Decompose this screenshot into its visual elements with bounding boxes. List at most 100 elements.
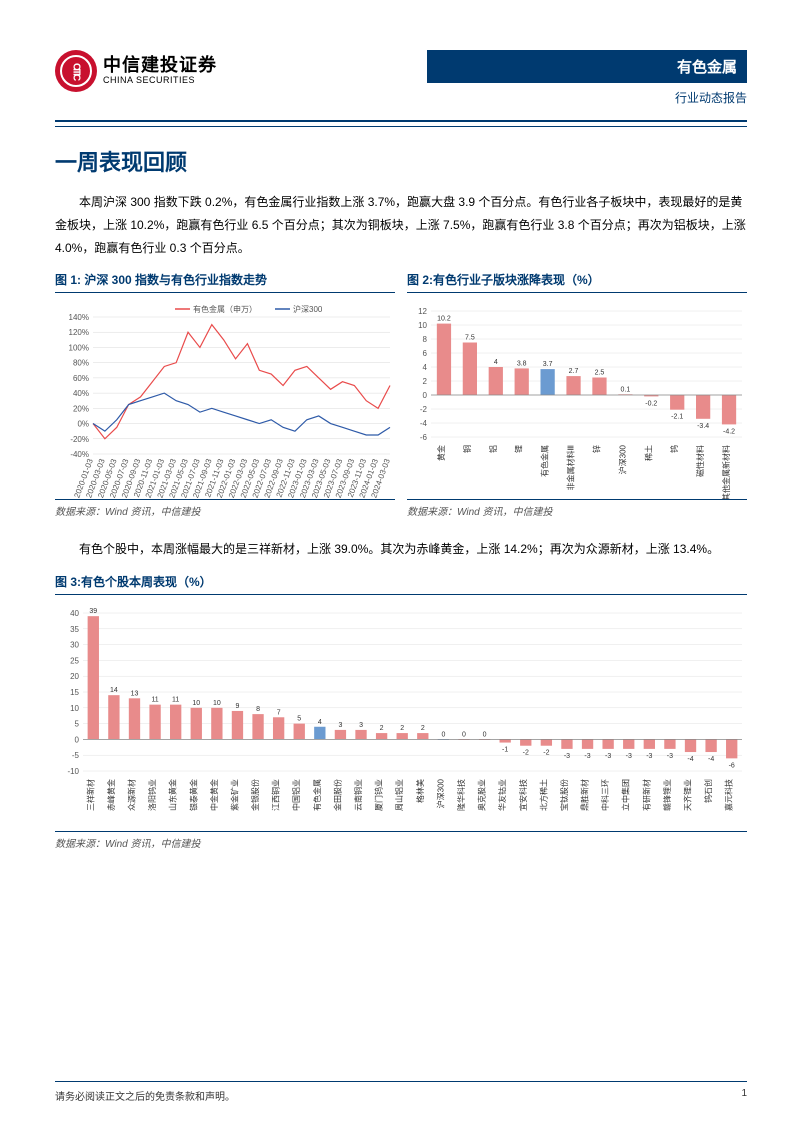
svg-text:40%: 40% [73, 390, 89, 399]
svg-text:100%: 100% [69, 344, 89, 353]
svg-text:稀土: 稀土 [643, 445, 653, 461]
svg-text:磁性材料: 磁性材料 [695, 445, 705, 477]
svg-text:3: 3 [359, 722, 363, 729]
svg-text:北方稀土: 北方稀土 [538, 779, 548, 811]
divider [55, 120, 747, 122]
svg-text:其他金属新材料: 其他金属新材料 [721, 445, 731, 499]
svg-text:三祥新材: 三祥新材 [85, 779, 95, 811]
logo-icon: CITIC [55, 50, 97, 92]
section-title: 一周表现回顾 [55, 145, 747, 177]
svg-text:0: 0 [441, 732, 445, 739]
svg-text:云南铜业: 云南铜业 [353, 779, 363, 811]
chart-3-title: 图 3:有色个股本周表现（%） [55, 573, 747, 595]
svg-text:银泰黄金: 银泰黄金 [188, 779, 198, 811]
svg-text:宜安科技: 宜安科技 [518, 779, 528, 811]
svg-text:140%: 140% [69, 313, 89, 322]
logo: CITIC 中信建投证券 CHINA SECURITIES [55, 50, 217, 92]
svg-text:0.1: 0.1 [621, 387, 631, 394]
svg-text:有色金属: 有色金属 [540, 445, 550, 477]
svg-text:-3.4: -3.4 [697, 423, 709, 430]
divider [55, 126, 747, 127]
svg-text:5: 5 [297, 716, 301, 723]
svg-text:厦门钨业: 厦门钨业 [374, 779, 384, 811]
svg-text:120%: 120% [69, 329, 89, 338]
svg-text:-5: -5 [72, 751, 80, 760]
chart-1-title: 图 1: 沪深 300 指数与有色行业指数走势 [55, 271, 395, 293]
svg-text:沪深300: 沪深300 [435, 779, 445, 809]
svg-text:有研新材: 有研新材 [641, 779, 651, 811]
svg-text:3: 3 [338, 722, 342, 729]
svg-text:-3: -3 [626, 753, 632, 760]
svg-text:2.5: 2.5 [595, 370, 605, 377]
chart-1-source: 数据来源：Wind 资讯，中信建投 [55, 499, 395, 518]
chart-2-source: 数据来源：Wind 资讯，中信建投 [407, 499, 747, 518]
svg-text:35: 35 [70, 625, 79, 634]
svg-text:3.7: 3.7 [543, 361, 553, 368]
svg-text:-3: -3 [605, 753, 611, 760]
svg-text:有色金属: 有色金属 [312, 779, 322, 811]
svg-text:钨石创: 钨石创 [703, 779, 713, 803]
sector-badge: 有色金属 [427, 50, 747, 83]
svg-text:-3: -3 [667, 753, 673, 760]
svg-text:嘉元科技: 嘉元科技 [724, 779, 734, 811]
paragraph: 有色个股中，本周涨幅最大的是三祥新材，上涨 39.0%。其次为赤峰黄金，上涨 1… [55, 538, 747, 561]
svg-text:2: 2 [380, 725, 384, 732]
svg-text:洛阳钨业: 洛阳钨业 [147, 779, 157, 811]
svg-text:周山铝业: 周山铝业 [394, 779, 404, 811]
footer: 请务必阅读正文之后的免责条款和声明。 1 [55, 1081, 747, 1103]
svg-text:-6: -6 [420, 433, 428, 442]
svg-text:25: 25 [70, 657, 79, 666]
svg-text:江西铜业: 江西铜业 [271, 779, 281, 811]
svg-text:8: 8 [423, 335, 428, 344]
svg-text:金田股份: 金田股份 [332, 779, 342, 811]
svg-text:0: 0 [462, 732, 466, 739]
svg-text:-0.2: -0.2 [645, 401, 657, 408]
svg-text:-6: -6 [729, 763, 735, 770]
svg-text:80%: 80% [73, 359, 89, 368]
svg-text:4: 4 [494, 359, 498, 366]
svg-text:13: 13 [131, 691, 139, 698]
svg-text:-2: -2 [543, 750, 549, 757]
chart-1-svg: -40%-20%0%20%40%60%80%100%120%140%2020-0… [55, 299, 395, 499]
svg-text:11: 11 [172, 697, 179, 704]
svg-text:紫金矿业: 紫金矿业 [229, 779, 239, 811]
svg-text:锂: 锂 [514, 445, 524, 453]
chart-3-source: 数据来源：Wind 资讯，中信建投 [55, 831, 747, 850]
page-number: 1 [741, 1088, 747, 1103]
svg-text:40: 40 [70, 609, 79, 618]
svg-text:-4: -4 [708, 756, 714, 763]
svg-text:黄金: 黄金 [436, 445, 446, 461]
svg-text:8: 8 [256, 706, 260, 713]
svg-text:立中集团: 立中集团 [621, 779, 631, 811]
logo-en: CHINA SECURITIES [103, 76, 217, 86]
svg-text:锌: 锌 [591, 445, 601, 453]
svg-text:-4.2: -4.2 [723, 429, 735, 436]
svg-text:中科三环: 中科三环 [600, 779, 610, 811]
svg-text:-3: -3 [564, 753, 570, 760]
svg-text:天齐锂业: 天齐锂业 [683, 779, 693, 811]
svg-text:-20%: -20% [70, 435, 89, 444]
svg-text:隆华科技: 隆华科技 [456, 779, 466, 811]
chart-1: 图 1: 沪深 300 指数与有色行业指数走势 -40%-20%0%20%40%… [55, 271, 395, 534]
logo-cn: 中信建投证券 [103, 56, 217, 76]
svg-text:10: 10 [213, 700, 221, 707]
svg-text:山东黄金: 山东黄金 [168, 779, 178, 811]
svg-text:宝钛股份: 宝钛股份 [559, 779, 569, 811]
svg-text:有色金属（申万）: 有色金属（申万） [193, 304, 257, 314]
svg-text:沪深300: 沪深300 [293, 304, 323, 314]
svg-text:-2: -2 [523, 750, 529, 757]
svg-text:奥克股业: 奥克股业 [477, 779, 487, 811]
svg-text:4: 4 [423, 363, 428, 372]
svg-text:众源新材: 众源新材 [126, 779, 136, 811]
svg-text:2.7: 2.7 [569, 368, 579, 375]
svg-text:-2: -2 [420, 405, 428, 414]
svg-text:赤峰黄金: 赤峰黄金 [106, 779, 116, 811]
svg-text:30: 30 [70, 641, 79, 650]
svg-text:10: 10 [192, 700, 200, 707]
svg-text:非金属材料Ⅲ: 非金属材料Ⅲ [566, 445, 576, 491]
svg-text:6: 6 [423, 349, 428, 358]
svg-text:赣锋锂业: 赣锋锂业 [662, 779, 672, 811]
svg-text:7.5: 7.5 [465, 335, 475, 342]
svg-text:中金黄金: 中金黄金 [209, 779, 219, 811]
svg-text:铝: 铝 [488, 445, 498, 453]
